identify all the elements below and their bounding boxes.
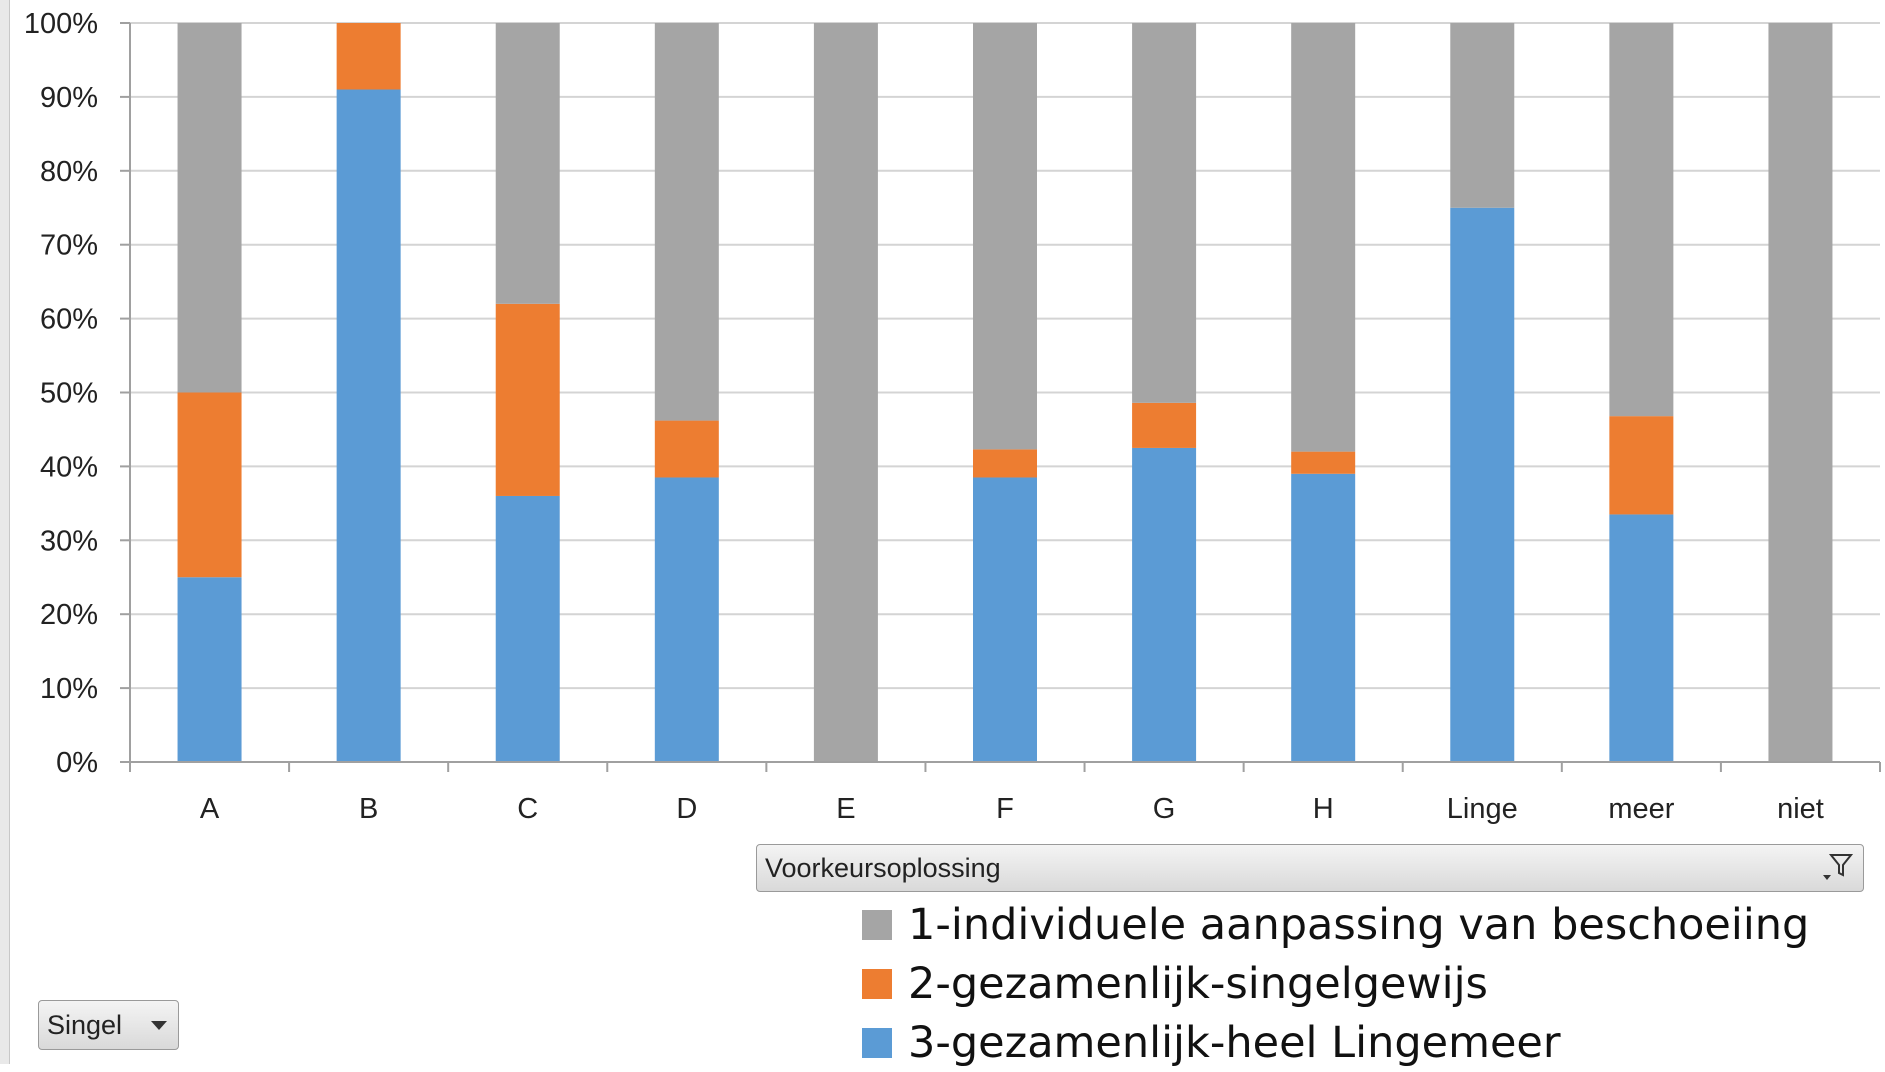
bar-segment — [1450, 23, 1515, 208]
bar-segment — [1609, 23, 1674, 417]
bar-segment — [654, 23, 719, 421]
bar-segment — [177, 577, 242, 762]
legend-label: 1-individuele aanpassing van beschoeiing — [908, 899, 1810, 950]
axes: 0% 10% 20% 30% 40% 50% 60% 70% 80% 90% 100% A B C D E F G… — [24, 8, 1881, 825]
bar-segment — [1132, 447, 1197, 762]
y-tick-label: 90% — [40, 82, 98, 114]
bar-segment — [654, 420, 719, 478]
legend-swatch — [862, 968, 892, 999]
x-tick-label: niet — [1777, 793, 1824, 825]
bar-segment — [1291, 473, 1356, 762]
bar-segment — [973, 23, 1037, 450]
filter-icon — [1823, 854, 1854, 880]
bar-segment — [1450, 207, 1515, 762]
x-tick-label: G — [1153, 793, 1176, 825]
legend-label: 2-gezamenlijk-singelgewijs — [908, 958, 1488, 1009]
y-tick-label: 40% — [40, 451, 98, 483]
x-tick-label: meer — [1608, 793, 1674, 825]
y-tick-label: 100% — [24, 8, 98, 40]
x-tick-label: H — [1313, 793, 1334, 825]
bar-segment — [336, 23, 401, 90]
series-field-label: Voorkeursoplossing — [765, 852, 1001, 883]
bar-segment — [813, 23, 878, 762]
y-tick-label: 20% — [40, 599, 98, 631]
bar-segment — [177, 23, 242, 393]
bar-segment — [1609, 514, 1674, 762]
legend-item: 2-gezamenlijk-singelgewijs — [862, 954, 1809, 1013]
bar-segment — [654, 477, 719, 762]
bar-segment — [1132, 402, 1197, 448]
bars — [177, 23, 1833, 762]
legend-label: 3-gezamenlijk-heel Lingemeer — [908, 1017, 1561, 1068]
series-field-filter-button[interactable]: Voorkeursoplossing — [756, 844, 1864, 892]
x-tick-label: F — [996, 793, 1014, 825]
bar-segment — [1132, 23, 1197, 403]
x-tick-label: A — [200, 793, 220, 825]
category-field-label: Singel — [47, 1009, 123, 1040]
bar-segment — [495, 303, 560, 496]
y-tick-label: 70% — [40, 230, 98, 262]
y-tick-label: 10% — [40, 673, 98, 705]
y-tick-label: 30% — [40, 525, 98, 557]
bar-segment — [1768, 23, 1833, 762]
x-tick-label: C — [517, 793, 538, 825]
dropdown-arrow-icon — [151, 1021, 167, 1030]
x-tick-label: E — [836, 793, 855, 825]
y-tick-label: 60% — [40, 304, 98, 336]
bar-segment — [336, 89, 401, 762]
bar-segment — [1609, 416, 1674, 515]
legend-swatch — [862, 909, 892, 940]
bar-segment — [1291, 451, 1356, 474]
bar-segment — [177, 392, 242, 578]
legend-item: 3-gezamenlijk-heel Lingemeer — [862, 1013, 1809, 1072]
x-tick-label: D — [676, 793, 697, 825]
y-tick-label: 80% — [40, 156, 98, 188]
x-tick-label: Linge — [1447, 793, 1518, 825]
bar-segment — [1291, 23, 1356, 452]
bar-segment — [495, 495, 560, 762]
legend: 1-individuele aanpassing van beschoeiing… — [862, 895, 1809, 1072]
x-tick-label: B — [359, 793, 378, 825]
y-tick-label: 0% — [56, 747, 98, 779]
category-field-filter-button[interactable]: Singel — [38, 1000, 179, 1050]
bar-segment — [973, 449, 1037, 478]
legend-swatch — [862, 1027, 892, 1058]
bar-segment — [495, 23, 560, 304]
legend-item: 1-individuele aanpassing van beschoeiing — [862, 895, 1809, 954]
y-tick-label: 50% — [40, 378, 98, 410]
window-edge — [0, 0, 10, 1064]
bar-segment — [973, 477, 1037, 762]
